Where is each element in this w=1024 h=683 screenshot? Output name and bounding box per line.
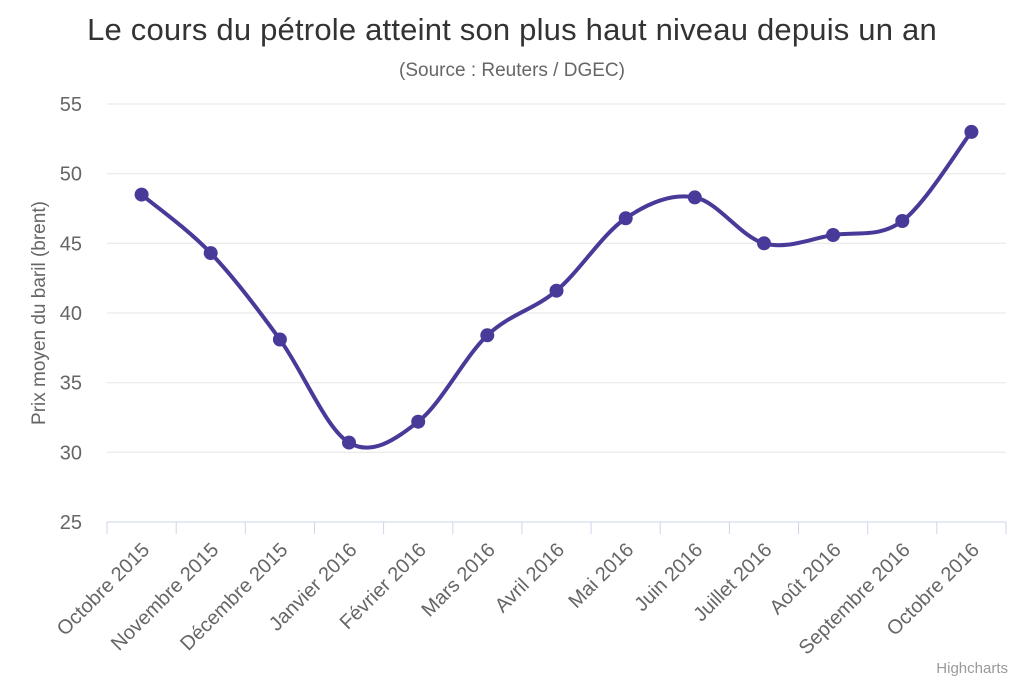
data-point-marker[interactable]: [134, 187, 149, 202]
chart-subtitle: (Source : Reuters / DGEC): [399, 60, 625, 81]
x-axis: [106, 521, 1007, 534]
y-axis-tick-label: 25: [60, 512, 82, 534]
data-point-marker[interactable]: [964, 124, 979, 139]
data-point-marker[interactable]: [411, 414, 426, 429]
y-axis-tick-label: 40: [60, 303, 82, 325]
data-point-marker[interactable]: [687, 190, 702, 205]
y-axis-labels: 25 30 35 40 45 50 55: [60, 94, 82, 534]
data-point-marker[interactable]: [549, 283, 564, 298]
gridlines: [107, 103, 1006, 453]
data-point-marker[interactable]: [757, 236, 771, 251]
y-axis-tick-label: 45: [60, 233, 82, 255]
series-group: [134, 124, 979, 450]
data-point-marker[interactable]: [342, 435, 356, 450]
highcharts-credit-link[interactable]: Highcharts: [936, 660, 1008, 677]
data-point-marker[interactable]: [272, 332, 287, 347]
x-axis-tick-label: Mai 2016: [564, 539, 638, 613]
y-axis-tick-label: 50: [60, 164, 82, 186]
data-point-marker[interactable]: [895, 214, 910, 228]
y-axis-tick-label: 30: [60, 442, 82, 464]
data-point-marker[interactable]: [618, 211, 633, 226]
x-axis-tick-label: Mars 2016: [417, 539, 499, 621]
y-axis-title: Prix moyen du baril (brent): [29, 201, 50, 425]
y-axis-tick-label: 35: [60, 373, 82, 395]
chart-title: Le cours du pétrole atteint son plus hau…: [87, 12, 937, 47]
y-axis-tick-label: 55: [60, 94, 82, 116]
data-point-marker[interactable]: [203, 246, 218, 261]
data-point-marker[interactable]: [480, 328, 495, 343]
data-point-marker[interactable]: [826, 228, 841, 242]
x-axis-tick-label: Avril 2016: [491, 539, 569, 617]
